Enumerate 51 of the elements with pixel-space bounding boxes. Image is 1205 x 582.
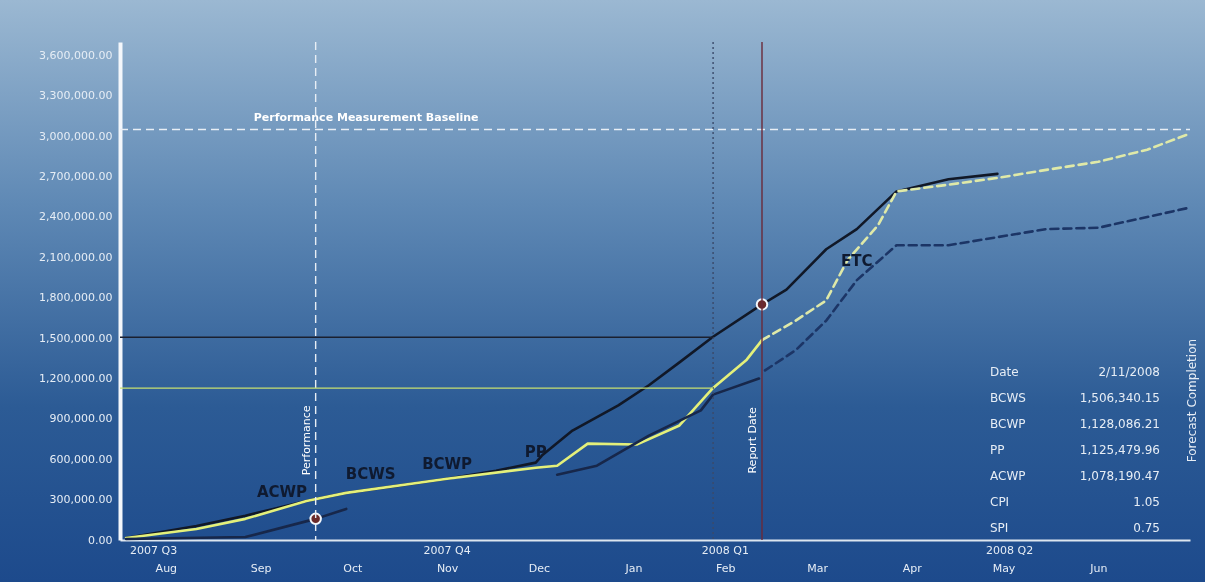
x-tick-label: Sep: [250, 561, 272, 575]
x2-tick-label: 2008 Q2: [986, 544, 1034, 557]
y-tick-label: 1,800,000.00: [39, 291, 113, 305]
x-tick-label: Mar: [807, 561, 829, 575]
annotation: PP: [990, 443, 1005, 457]
y-tick-label: 300,000.00: [49, 493, 113, 507]
x-tick-label: Nov: [436, 561, 459, 575]
x-tick-label: Feb: [716, 561, 736, 575]
ref-line-label: Performance: [299, 405, 313, 476]
y-tick-label: 0.00: [88, 533, 113, 547]
x-tick-label: Jun: [1089, 561, 1108, 575]
y-tick-label: 2,700,000.00: [39, 170, 113, 184]
y-tick-label: 1,200,000.00: [39, 371, 113, 385]
annotation: SPI: [990, 521, 1009, 535]
annotation: BCWS: [990, 391, 1026, 405]
x-tick-label: Apr: [902, 561, 923, 575]
annotation: 1,125,479.96: [1079, 443, 1160, 457]
annotation: ACWP: [990, 469, 1026, 483]
ref-line-label: Report Date: [746, 407, 759, 474]
y-tick-label: 3,300,000.00: [39, 89, 113, 103]
x-tick-label: Jan: [624, 561, 643, 575]
annotation: Forecast Completion: [1185, 338, 1199, 463]
ref-line-label: Performance Measurement Baseline: [253, 111, 479, 125]
annotation: ACWP: [256, 482, 308, 501]
y-tick-label: 600,000.00: [49, 452, 113, 466]
x-tick-label: May: [992, 561, 1016, 575]
y-tick-label: 2,100,000.00: [39, 250, 113, 264]
annotation: BCWP: [990, 417, 1026, 431]
y-tick-label: 3,000,000.00: [39, 129, 113, 143]
x2-tick-label: 2008 Q1: [701, 544, 749, 557]
annotation: 2/11/2008: [1098, 365, 1160, 379]
annotation: BCWS: [345, 464, 396, 483]
x-tick-label: Dec: [528, 561, 550, 575]
annotation: 1,078,190.47: [1079, 469, 1160, 483]
annotation: Date: [990, 365, 1019, 379]
x2-tick-label: 2007 Q4: [423, 544, 471, 557]
annotation: 0.75: [1133, 521, 1160, 535]
annotation: CPI: [990, 495, 1010, 509]
annotation: 1,506,340.15: [1079, 391, 1160, 405]
y-tick-label: 3,600,000.00: [39, 48, 113, 62]
y-tick-label: 900,000.00: [49, 412, 113, 426]
x-tick-label: Oct: [343, 561, 364, 575]
annotation: PP: [524, 442, 547, 461]
annotation: ETC: [841, 252, 873, 271]
x-tick-label: Aug: [155, 561, 178, 575]
annotation: BCWP: [422, 454, 473, 473]
annotation: 1.05: [1133, 495, 1160, 509]
y-tick-label: 1,500,000.00: [39, 331, 113, 345]
y-tick-label: 2,400,000.00: [39, 210, 113, 224]
x2-tick-label: 2007 Q3: [130, 544, 178, 557]
annotation: 1,128,086.21: [1079, 417, 1160, 431]
